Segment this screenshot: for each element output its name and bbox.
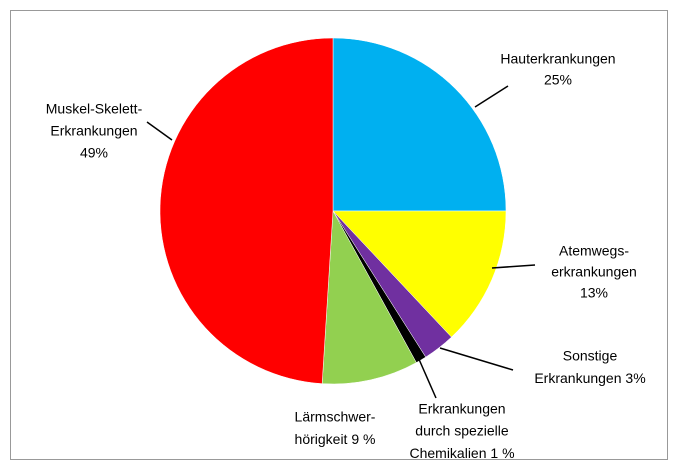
slice-label: Erkrankungen [50,123,137,139]
slice-value-label: 9 % [351,431,375,447]
slice-label: Erkrankungen 3% [534,370,645,386]
slice-value-label: 3% [625,370,645,386]
pie-slice [332,210,507,338]
slice-label-name: hörigkeit [295,431,348,447]
slice-value-label: 49% [80,145,108,161]
slice-value-label: 13% [580,285,608,301]
leader-line [146,121,173,141]
pie-slice [332,37,507,212]
slice-label: hörigkeit 9 % [295,431,376,447]
slice-label: durch spezielle [415,423,509,439]
leader-line [417,356,437,399]
pie-slice [321,210,417,385]
slice-label-name: Erkrankungen [534,370,621,386]
slice-label: Muskel-Skelett- [46,101,143,117]
slice-label-name: Chemikalien [409,445,486,461]
pie-slice [159,37,334,384]
slice-label: erkrankungen [551,264,637,280]
slice-value-label: 1 % [490,445,514,461]
leader-line [491,264,536,269]
slice-label: Atemwegs- [559,243,629,259]
slice-label: Chemikalien 1 % [409,445,514,461]
slice-label: Hauterkrankungen [500,51,615,67]
slice-label: Lärmschwer- [295,409,376,425]
leader-line [474,85,509,108]
slice-value-label: 25% [544,72,572,88]
slice-label: Sonstige [563,348,618,364]
slice-label: Erkrankungen [418,401,505,417]
leader-line [439,347,514,371]
